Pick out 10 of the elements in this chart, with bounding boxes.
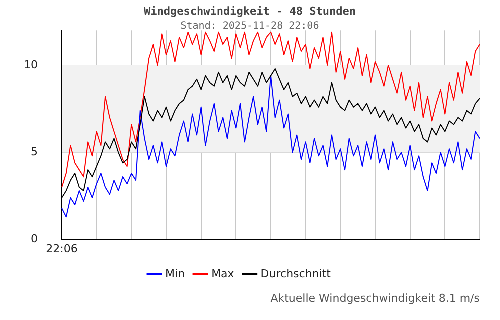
y-tick-label: 10 (24, 58, 38, 72)
legend-label: Durchschnitt (260, 267, 332, 280)
chart-title: Windgeschwindigkeit - 48 Stunden (143, 5, 357, 18)
x-tick-label: 22:06 (46, 242, 78, 256)
text: Aktuelle Windgeschwindigkeit 8.1 m/s (270, 292, 480, 305)
legend-label: Min (166, 267, 186, 280)
legend-label: Max (212, 267, 235, 280)
y-tick-label: 0 (30, 232, 38, 246)
y-tick-label: 5 (30, 145, 38, 158)
chart-subtitle: Stand: 2025-11-28 22:06 (180, 21, 320, 32)
